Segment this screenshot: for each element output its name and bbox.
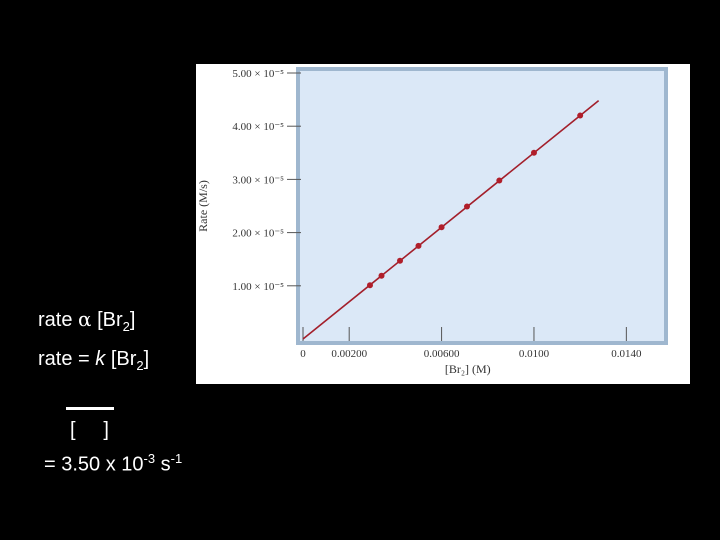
data-point bbox=[496, 177, 503, 184]
proportionality-statement: rate α [Br2] bbox=[38, 307, 136, 334]
data-point bbox=[397, 257, 404, 264]
x-tick-label: 0.0100 bbox=[519, 348, 550, 360]
proportional-symbol: α bbox=[78, 307, 92, 331]
data-point bbox=[366, 282, 373, 289]
x-axis-title: [Br₂] (M) bbox=[445, 362, 491, 376]
rate-constant-symbol: k bbox=[95, 348, 106, 370]
data-point bbox=[577, 112, 584, 119]
x-tick-label: 0 bbox=[300, 348, 306, 360]
rate-constant-value: = 3.50 x 10-3 s-1 bbox=[44, 451, 183, 476]
x-tick-label: 0.00600 bbox=[424, 348, 460, 360]
y-tick-label: 4.00 × 10⁻⁵ bbox=[232, 121, 284, 133]
x-tick-label: 0.0140 bbox=[611, 348, 642, 360]
data-point bbox=[463, 203, 470, 210]
data-point bbox=[378, 272, 385, 279]
fraction-bar bbox=[66, 407, 114, 410]
y-tick-label: 1.00 × 10⁻⁵ bbox=[232, 281, 284, 293]
fit-line bbox=[302, 100, 600, 340]
x-tick-label: 0.00200 bbox=[331, 348, 367, 360]
chart-canvas: 1.00 × 10⁻⁵ 2.00 × 10⁻⁵ 3.00 × 10⁻⁵ 4.00 × … bbox=[196, 67, 668, 376]
rate-law-equation: rate = k [Br2] bbox=[38, 348, 150, 373]
data-point bbox=[530, 149, 537, 156]
data-point bbox=[415, 242, 422, 249]
plot-area bbox=[300, 71, 664, 341]
data-point bbox=[438, 224, 445, 231]
rate-vs-concentration-chart: 1.00 × 10⁻⁵ 2.00 × 10⁻⁵ 3.00 × 10⁻⁵ 4.00 × … bbox=[196, 64, 690, 384]
y-tick-label: 3.00 × 10⁻⁵ bbox=[232, 174, 284, 186]
y-tick-label: 5.00 × 10⁻⁵ bbox=[232, 68, 284, 80]
y-axis-title: Rate (M/s) bbox=[196, 180, 210, 232]
y-tick-label: 2.00 × 10⁻⁵ bbox=[232, 228, 284, 240]
fraction-denominator-brackets: [ ] bbox=[70, 419, 109, 441]
